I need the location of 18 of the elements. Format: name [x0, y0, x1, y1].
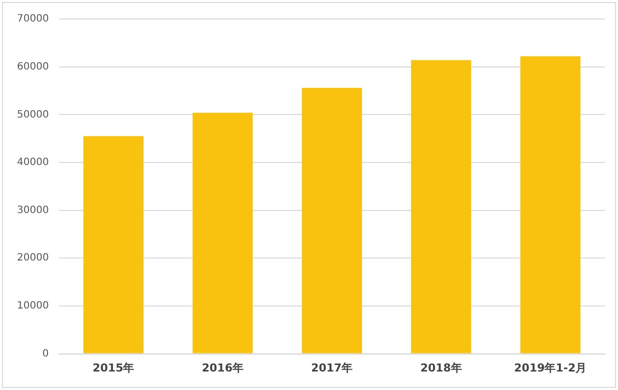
x-tick-label: 2016年 — [202, 361, 244, 374]
x-tick-label: 2017年 — [311, 361, 353, 374]
bar — [520, 56, 580, 354]
y-tick-label: 0 — [42, 348, 49, 360]
x-tick-label: 2019年1-2月 — [514, 361, 587, 374]
bar — [411, 60, 472, 354]
y-tick-label: 30000 — [17, 204, 49, 216]
x-tick-label: 2018年 — [420, 361, 462, 374]
y-tick-label: 50000 — [17, 109, 49, 120]
y-tick-label: 60000 — [17, 61, 49, 72]
y-tick-label: 40000 — [17, 157, 49, 168]
y-tick-label: 20000 — [17, 252, 49, 264]
y-tick-label: 70000 — [17, 14, 49, 25]
bar — [192, 112, 253, 354]
bar — [302, 88, 362, 354]
y-tick-label: 10000 — [17, 300, 49, 312]
bar — [83, 136, 144, 354]
x-tick-label: 2015年 — [92, 361, 134, 374]
